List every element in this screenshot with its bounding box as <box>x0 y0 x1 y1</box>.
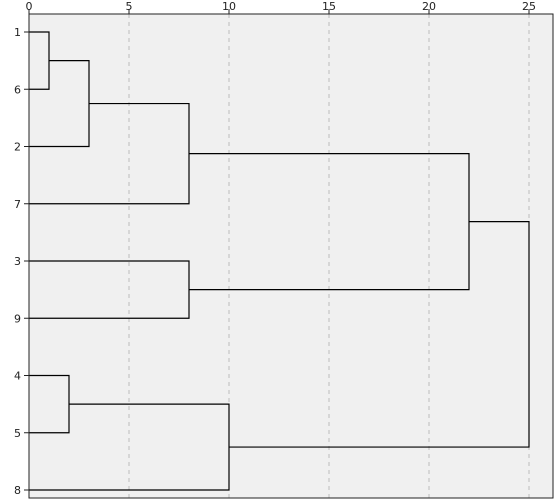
plot-area <box>29 14 553 498</box>
x-tick-label-0: 0 <box>26 0 33 13</box>
leaf-label-9: 9 <box>14 312 21 325</box>
x-tick-label-25: 25 <box>522 0 536 13</box>
leaf-label-5: 5 <box>14 427 21 440</box>
leaf-label-1: 1 <box>14 26 21 39</box>
leaf-label-6: 6 <box>14 83 21 96</box>
leaf-label-2: 2 <box>14 141 21 154</box>
leaf-label-8: 8 <box>14 484 21 497</box>
leaf-labels: 1 6 2 7 3 9 4 5 8 <box>14 26 29 497</box>
leaf-label-7: 7 <box>14 198 21 211</box>
x-tick-label-10: 10 <box>222 0 236 13</box>
plot-border <box>28 13 554 499</box>
dendrogram-links <box>29 31 530 491</box>
x-tick-label-20: 20 <box>422 0 436 13</box>
leaf-label-4: 4 <box>14 370 21 383</box>
x-axis: 0 5 10 15 20 25 <box>26 0 536 14</box>
x-tick-label-5: 5 <box>126 0 133 13</box>
x-tick-label-15: 15 <box>322 0 336 13</box>
leaf-label-3: 3 <box>14 255 21 268</box>
merge-link-8 <box>229 221 530 448</box>
